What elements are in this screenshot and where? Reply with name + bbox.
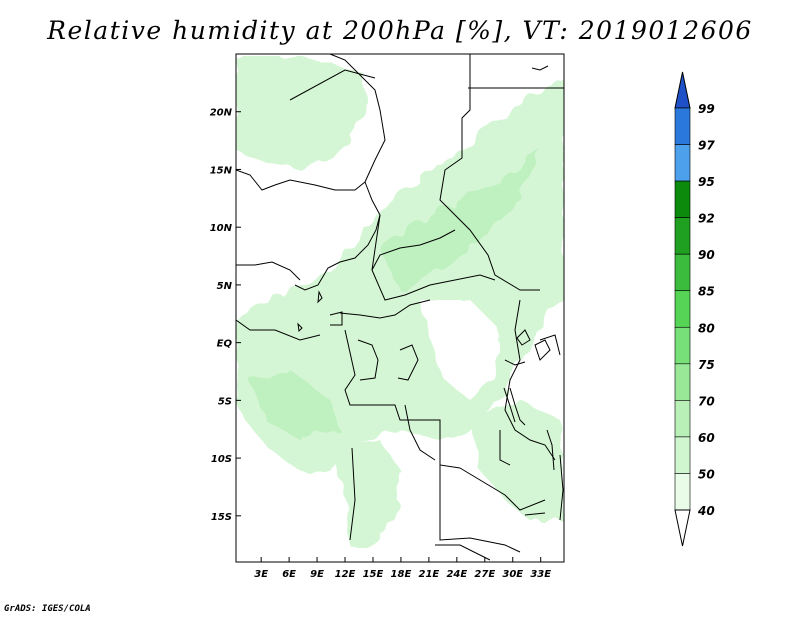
colorbar-label: 80: [698, 321, 715, 335]
colorbar-segment: [674, 326, 691, 365]
longitude-axis: 3E 6E 9E 12E 15E 18E 21E 24E 27E 30E 33E: [254, 557, 551, 580]
lat-tick-label: 10N: [210, 223, 233, 234]
colorbar-segment: [674, 217, 691, 255]
colorbar-label: 70: [698, 394, 715, 408]
lon-tick-label: 12E: [335, 569, 356, 580]
lon-tick-label: 30E: [502, 569, 523, 580]
lakes: [297, 65, 564, 521]
colorbar-label: 99: [698, 102, 715, 116]
grads-credit: GrADS: IGES/COLA: [4, 604, 91, 614]
lon-tick-label: 27E: [474, 569, 495, 580]
lon-tick-label: 6E: [282, 569, 296, 580]
colorbar-label: 92: [698, 212, 715, 226]
colorbar-segment: [674, 253, 691, 292]
lon-tick-label: 18E: [391, 569, 412, 580]
colorbar: 99 97 95 92 90 85 80 75 70 60 50 40: [674, 71, 715, 547]
colorbar-label: 97: [698, 139, 715, 153]
lon-tick-label: 24E: [446, 569, 467, 580]
colorbar-segment: [674, 107, 691, 145]
lon-tick-label: 33E: [530, 569, 551, 580]
lat-tick-label: 10S: [211, 454, 232, 465]
humidity-field-southeast: [470, 400, 564, 520]
humidity-field-south: [330, 440, 400, 548]
lon-tick-label: 21E: [419, 569, 440, 580]
lat-tick-label: 20N: [210, 108, 233, 119]
colorbar-label: 90: [698, 248, 715, 262]
dry-area-congo: [420, 300, 500, 400]
colorbar-top-arrow: [674, 71, 691, 109]
colorbar-segment: [674, 436, 691, 474]
colorbar-label: 60: [698, 431, 715, 445]
lon-tick-label: 9E: [310, 569, 324, 580]
humidity-shading: [236, 56, 564, 548]
latitude-axis: 20N 15N 10N 5N EQ 5S 10S 15S: [210, 108, 241, 523]
colorbar-segment: [674, 473, 691, 511]
colorbar-label: 40: [697, 504, 715, 518]
colorbar-segment: [674, 400, 691, 438]
map-frame: [235, 53, 565, 563]
colorbar-segment: [674, 290, 691, 328]
lat-tick-label: 15N: [210, 165, 233, 176]
map-title: Relative humidity at 200hPa [%], VT: 201…: [47, 16, 753, 45]
lat-tick-label: 15S: [211, 512, 232, 523]
colorbar-segment: [674, 144, 691, 182]
lon-tick-label: 15E: [363, 569, 384, 580]
lat-tick-label: 5N: [217, 281, 233, 292]
lat-tick-label: EQ: [217, 339, 233, 350]
colorbar-segment: [674, 363, 691, 401]
colorbar-segment: [674, 180, 691, 218]
colorbar-label: 50: [698, 467, 715, 481]
lon-tick-label: 3E: [254, 569, 268, 580]
colorbar-bottom-arrow: [674, 509, 691, 547]
humidity-field-northwest: [236, 56, 370, 170]
colorbar-label: 95: [698, 175, 715, 189]
country-borders: [236, 54, 564, 561]
humidity-field-core-2: [250, 370, 340, 440]
colorbar-label: 75: [698, 358, 715, 372]
colorbar-label: 85: [698, 285, 715, 299]
lat-tick-label: 5S: [218, 396, 232, 407]
